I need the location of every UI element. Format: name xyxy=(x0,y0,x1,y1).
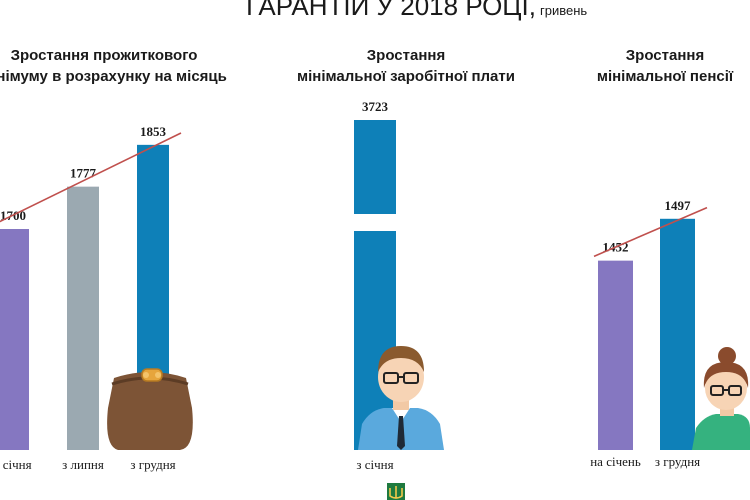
value-label-0-1: 1777 xyxy=(70,166,97,181)
woman-avatar-icon xyxy=(692,347,750,450)
trend-line-2 xyxy=(593,206,708,258)
category-label-0-0: з січня xyxy=(0,457,32,472)
category-label-2-0: на січень xyxy=(590,454,641,469)
panel-wage-title-line1: Зростання xyxy=(367,47,445,64)
value-label-0-2: 1853 xyxy=(140,124,167,139)
chart-panel-min-wage: Зростання мінімальної заробітної плати 3… xyxy=(297,47,515,472)
category-label-1-0: з січня xyxy=(356,457,393,472)
bar-2-1 xyxy=(660,218,695,450)
panel-subsistence-title-line1: Зростання прожиткового xyxy=(11,47,198,64)
bar-1-0-upper xyxy=(354,120,396,214)
businessman-icon xyxy=(358,346,444,450)
category-label-2-1: з грудня xyxy=(655,454,700,469)
bar-0-1 xyxy=(67,186,99,450)
category-label-0-1: з липня xyxy=(62,457,104,472)
panel-pension-title-line1: Зростання xyxy=(626,47,704,64)
headline-title: ГАРАНТІЙ У 2018 РОЦІ, xyxy=(246,0,536,21)
panel-wage-title-line2: мінімальної заробітної плати xyxy=(297,68,515,85)
chart-panel-subsistence: Зростання прожиткового мінімуму в розрах… xyxy=(0,47,227,472)
category-label-0-2: з грудня xyxy=(130,457,175,472)
panel-subsistence-title-line2: мінімуму в розрахунку на місяць xyxy=(0,68,227,85)
wallet-icon xyxy=(107,368,193,450)
headline-unit: гривень xyxy=(540,3,587,18)
bar-2-0 xyxy=(598,260,633,450)
chart-panel-min-pension: Зростання мінімальної пенсії 1452на січе… xyxy=(590,47,750,469)
trident-emblem-icon xyxy=(387,483,405,500)
bar-0-0 xyxy=(0,229,29,450)
panel-pension-title-line2: мінімальної пенсії xyxy=(597,68,734,85)
trend-line-0 xyxy=(0,132,182,223)
value-label-2-1: 1497 xyxy=(665,198,692,213)
value-label-1-0: 3723 xyxy=(362,99,389,114)
